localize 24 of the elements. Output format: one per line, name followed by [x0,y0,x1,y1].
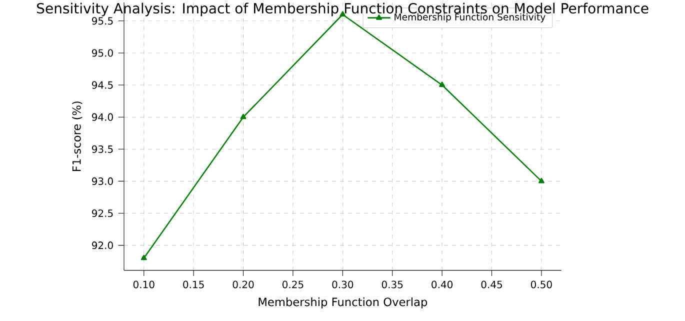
x-tick-label: 0.25 [282,280,304,288]
y-tick-label: 94.0 [92,113,113,121]
x-tick-label: 0.50 [530,280,552,288]
x-tick-label: 0.40 [432,280,453,288]
x-tick-label: 0.15 [183,280,204,288]
y-tick-label: 94.5 [92,81,113,89]
x-tick-label: 0.20 [232,280,254,288]
point [240,114,246,120]
x-tick-label: 0.30 [332,280,354,288]
point [140,254,147,260]
y-tick-label: 93.0 [92,177,113,185]
y-tick-label: 95.0 [92,49,113,57]
x-tick-label: 0.35 [382,280,403,288]
x-tick-label: 0.45 [481,280,502,288]
y-tick-label: 95.5 [92,17,113,25]
point [439,82,446,88]
x-axis-title: Membership Function Overlap [258,297,428,308]
y-tick-label: 92.0 [92,242,113,250]
x-tick-label: 0.10 [133,280,154,288]
point [538,178,544,184]
y-axis-title: F1-score (%) [72,102,82,171]
y-tick-label: 92.5 [92,209,113,218]
point [340,11,346,17]
y-tick-label: 93.5 [92,145,113,153]
